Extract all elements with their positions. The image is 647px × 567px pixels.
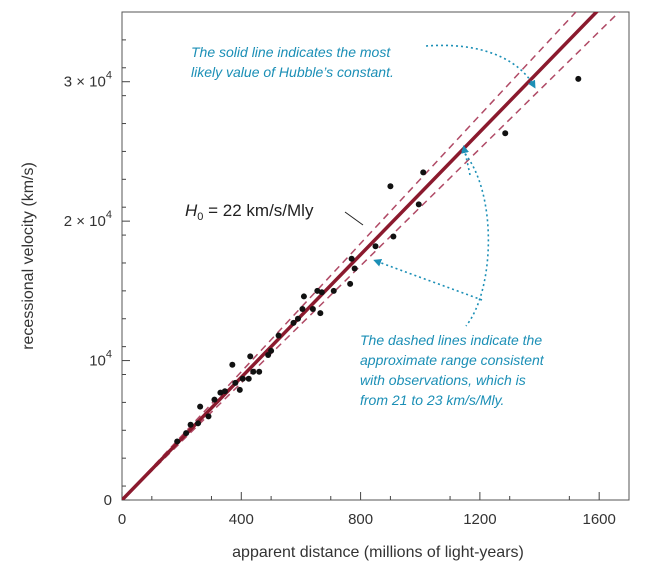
data-point (205, 413, 212, 420)
data-point (317, 310, 324, 317)
annotation-line: The solid line indicates the most (191, 44, 391, 60)
data-point (247, 353, 254, 360)
annotation-line: likely value of Hubble’s constant. (191, 64, 394, 80)
data-point (290, 319, 297, 326)
dashed-annotation-arrow-lower (373, 259, 483, 301)
h0-leader-line (344, 211, 364, 226)
data-point (268, 347, 275, 354)
data-point (211, 396, 218, 403)
tick-labels-group: 0 400 800 1200 1600 0 104 2 × 104 3 × 104 (64, 70, 616, 528)
data-point (197, 403, 204, 410)
data-points (174, 75, 582, 445)
data-point (309, 305, 316, 312)
data-point (232, 379, 239, 386)
range-lower-dashed-line (122, 12, 621, 500)
annotation-line: The dashed lines indicate the (360, 332, 542, 348)
data-point (275, 332, 282, 339)
dashed-annotation-arrow-upper (461, 145, 471, 176)
x-axis-label: apparent distance (millions of light-yea… (232, 544, 524, 561)
data-point (195, 420, 202, 427)
data-point (239, 375, 246, 382)
y-tick-label: 104 (89, 349, 112, 370)
data-point (229, 361, 236, 368)
ticks-group (121, 39, 600, 501)
plot-frame (121, 11, 630, 501)
x-tick-label: 800 (348, 511, 373, 528)
x-tick-label: 400 (229, 511, 254, 528)
data-point (347, 280, 354, 287)
data-point (372, 243, 379, 250)
data-point (351, 265, 358, 272)
data-point (256, 368, 263, 375)
h0-symbol: H (185, 201, 198, 220)
data-point (348, 255, 355, 262)
y-axis-label: recessional velocity (km/s) (20, 162, 37, 350)
x-tick-label: 1600 (582, 511, 615, 528)
data-point (250, 368, 257, 375)
y-tick-label: 2 × 104 (64, 209, 112, 230)
data-point (221, 388, 228, 395)
h0-subscript: 0 (197, 211, 203, 223)
data-point (174, 438, 181, 445)
data-point (330, 287, 337, 294)
dashed-lines-annotation: The dashed lines indicate the approximate… (360, 332, 545, 408)
h0-label: H0 = 22 km/s/Mly (185, 201, 314, 223)
annotation-line: approximate range consistent (360, 352, 545, 368)
data-point (300, 293, 307, 300)
solid-annotation-arrow (425, 44, 536, 89)
data-point (245, 375, 252, 382)
data-point (236, 386, 243, 393)
data-point (299, 305, 306, 312)
data-point (387, 183, 394, 190)
data-point (265, 351, 272, 358)
y-tick-label: 0 (104, 492, 112, 509)
solid-line-annotation: The solid line indicates the most likely … (191, 44, 394, 80)
data-point (415, 201, 422, 208)
data-point (390, 233, 397, 240)
data-point (575, 75, 582, 82)
data-point (294, 315, 301, 322)
best-fit-line (122, 12, 599, 500)
data-point (502, 130, 509, 137)
annotation-line: with observations, which is (360, 372, 526, 388)
annotation-line: from 21 to 23 km/s/Mly. (360, 392, 504, 408)
h0-value: = 22 km/s/Mly (203, 201, 314, 220)
data-point (183, 430, 190, 437)
x-tick-label: 1200 (463, 511, 496, 528)
data-point (187, 421, 194, 428)
data-point (318, 289, 325, 296)
x-tick-label: 0 (118, 511, 126, 528)
range-upper-dashed-line (122, 12, 577, 500)
y-tick-label: 3 × 104 (64, 70, 112, 91)
data-point (420, 169, 427, 176)
dashed-annotation-bracket (461, 149, 490, 327)
